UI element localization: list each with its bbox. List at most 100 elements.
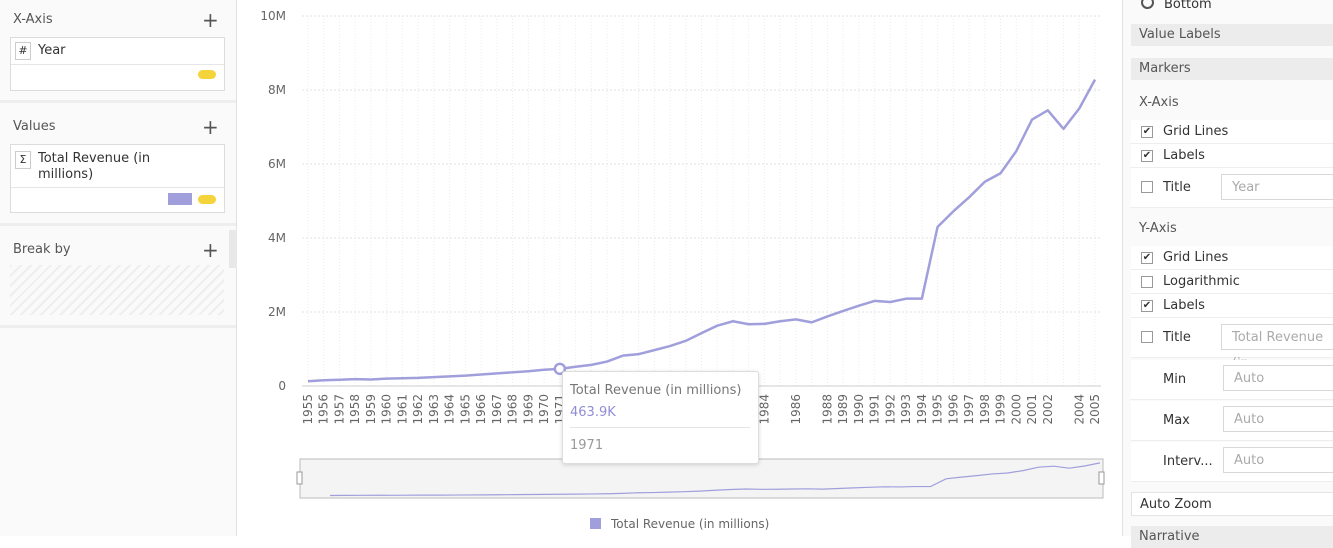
text-input[interactable]: Auto: [1223, 406, 1333, 432]
divider: [0, 223, 236, 226]
field-icon: Σ: [15, 151, 31, 169]
option-text: Interv...: [1163, 454, 1213, 469]
x-tick-label: 1999: [994, 394, 1008, 425]
section-header[interactable]: Markers: [1131, 58, 1333, 80]
radio-label[interactable]: Bottom: [1141, 0, 1212, 12]
option-text: Labels: [1163, 148, 1205, 163]
text-input[interactable]: Auto: [1223, 447, 1333, 473]
field-name[interactable]: Year: [38, 43, 66, 58]
y-tick-label: 2M: [268, 305, 286, 319]
x-tick-label: 1992: [883, 394, 897, 425]
section-header[interactable]: Value Labels: [1131, 24, 1333, 46]
section-header[interactable]: X-Axis: [1139, 95, 1179, 110]
option-row[interactable]: Title Total Revenue (in: [1131, 318, 1333, 371]
tooltip-value: 463.9K: [570, 405, 616, 420]
option-row[interactable]: Logarithmic: [1131, 270, 1333, 294]
divider: [11, 187, 224, 188]
option-row[interactable]: ✔ Labels: [1131, 144, 1333, 168]
x-tick-label: 1969: [521, 394, 535, 425]
right-panel: Bottom Value Labels Markers X-Axis ✔ Grid…: [1122, 0, 1333, 548]
text-input[interactable]: Auto: [1223, 365, 1333, 391]
x-tick-label: 2000: [1009, 394, 1023, 425]
x-tick-label: 1986: [789, 394, 803, 425]
x-tick-label: 1959: [364, 394, 378, 425]
x-tick-label: 1964: [443, 394, 457, 425]
field-name[interactable]: Total Revenue (in millions): [38, 151, 151, 182]
option-text: Bottom: [1164, 0, 1212, 12]
x-tick-label: 1984: [757, 394, 771, 425]
x-tick-label: 1995: [931, 394, 945, 425]
option-row[interactable]: Min Auto: [1131, 360, 1333, 400]
x-tick-label: 1998: [978, 394, 992, 425]
x-tick-label: 2004: [1072, 394, 1086, 425]
divider: [11, 64, 224, 65]
x-tick-label: 1960: [380, 394, 394, 425]
x-tick-label: 1955: [301, 394, 315, 425]
drop-zone[interactable]: [10, 265, 224, 315]
field-card: # Year: [10, 37, 225, 91]
option-text: Title: [1163, 180, 1191, 195]
y-tick-label: 0: [278, 379, 286, 393]
x-tick-label: 1967: [490, 394, 504, 425]
x-tick-label: 2002: [1041, 394, 1055, 425]
option-text: Grid Lines: [1163, 124, 1229, 139]
option-text: Min: [1163, 372, 1187, 387]
y-tick-label: 8M: [268, 83, 286, 97]
x-tick-label: 2005: [1088, 394, 1102, 425]
option-text: Grid Lines: [1163, 250, 1229, 265]
left-panel: X-Axis + # Year Values + Σ Total Revenue…: [0, 0, 237, 536]
add-button[interactable]: +: [202, 8, 219, 32]
add-button[interactable]: +: [202, 238, 219, 262]
legend-swatch: [590, 518, 601, 529]
x-tick-label: 1957: [332, 394, 346, 425]
section-title: X-Axis: [13, 12, 53, 27]
option-text: Max: [1163, 413, 1190, 428]
option-row[interactable]: Interv... Auto: [1131, 442, 1333, 482]
field-card: Σ Total Revenue (in millions): [10, 144, 225, 213]
option-row[interactable]: Max Auto: [1131, 401, 1333, 441]
x-tick-label: 1962: [411, 394, 425, 425]
option-row[interactable]: ✔ Grid Lines: [1131, 246, 1333, 270]
x-tick-label: 1961: [395, 394, 409, 425]
tooltip-category: 1971: [570, 438, 604, 453]
x-tick-label: 1996: [946, 394, 960, 425]
x-tick-label: 1994: [915, 394, 929, 425]
toggle[interactable]: [198, 195, 216, 204]
legend-label: Total Revenue (in millions): [610, 517, 769, 531]
add-button[interactable]: +: [202, 115, 219, 139]
toggle[interactable]: [198, 70, 216, 79]
x-tick-label: 2001: [1025, 394, 1039, 425]
divider: [570, 427, 750, 428]
x-tick-label: 1968: [506, 394, 520, 425]
section-title: Break by: [13, 242, 71, 257]
collapse-tab[interactable]: [229, 230, 237, 268]
color-swatch[interactable]: [168, 193, 192, 205]
x-tick-label: 1966: [474, 394, 488, 425]
option-row[interactable]: ✔ Labels: [1131, 294, 1333, 318]
x-tick-label: 1958: [348, 394, 362, 425]
option-row[interactable]: Auto Zoom: [1131, 492, 1333, 516]
section-title: Values: [13, 119, 56, 134]
option-text: Labels: [1163, 298, 1205, 313]
field-icon: #: [15, 42, 31, 60]
divider: [0, 325, 236, 328]
x-tick-label: 1956: [317, 394, 331, 425]
text-input[interactable]: Year: [1221, 174, 1333, 200]
navigator-handle: [1098, 471, 1105, 485]
option-row[interactable]: Title Year: [1131, 168, 1333, 208]
x-tick-label: 1989: [836, 394, 850, 425]
x-tick-label: 1965: [458, 394, 472, 425]
text-input[interactable]: Total Revenue (in: [1221, 324, 1333, 371]
y-tick-label: 10M: [260, 9, 286, 23]
x-tick-label: 1993: [899, 394, 913, 425]
chart: 0 2M 4M 6M 8M 10M 1955 1956 1957 1958 1959 1960 1961…: [260, 9, 1105, 531]
x-tick-label: 1990: [852, 394, 866, 425]
navigator-line: [329, 462, 1101, 497]
section-header[interactable]: Narrative: [1131, 526, 1333, 548]
x-tick-label: 1970: [537, 394, 551, 425]
option-text: Title: [1163, 330, 1191, 345]
tooltip-series: Total Revenue (in millions): [570, 383, 742, 398]
section-header[interactable]: Y-Axis: [1139, 221, 1177, 236]
option-row[interactable]: ✔ Grid Lines: [1131, 120, 1333, 144]
